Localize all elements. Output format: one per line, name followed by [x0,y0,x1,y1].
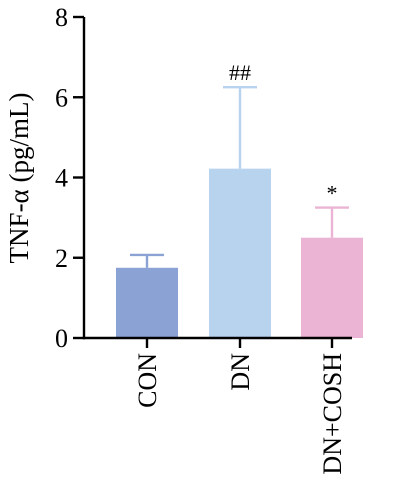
x-tick-label: DN+COSH [318,353,347,475]
bars: ## * [116,60,363,338]
y-axis: 0 2 4 6 8 [55,3,86,353]
x-tick-label: DN [226,353,255,391]
y-axis-label: TNF-α (pg/mL) [4,93,34,264]
y-tick-label: 6 [55,83,68,112]
bar-dn-cosh [301,237,363,338]
y-tick-label: 8 [55,3,68,32]
y-tick-label: 2 [55,244,68,273]
bar-dn [209,168,271,338]
significance-marker: ## [229,60,251,85]
bar-con [116,267,178,338]
y-tick-label: 4 [55,164,68,193]
x-axis: CON DN DN+COSH [82,336,352,475]
y-tick-label: 0 [55,324,68,353]
x-tick-label: CON [133,353,162,408]
significance-marker: * [327,181,338,206]
